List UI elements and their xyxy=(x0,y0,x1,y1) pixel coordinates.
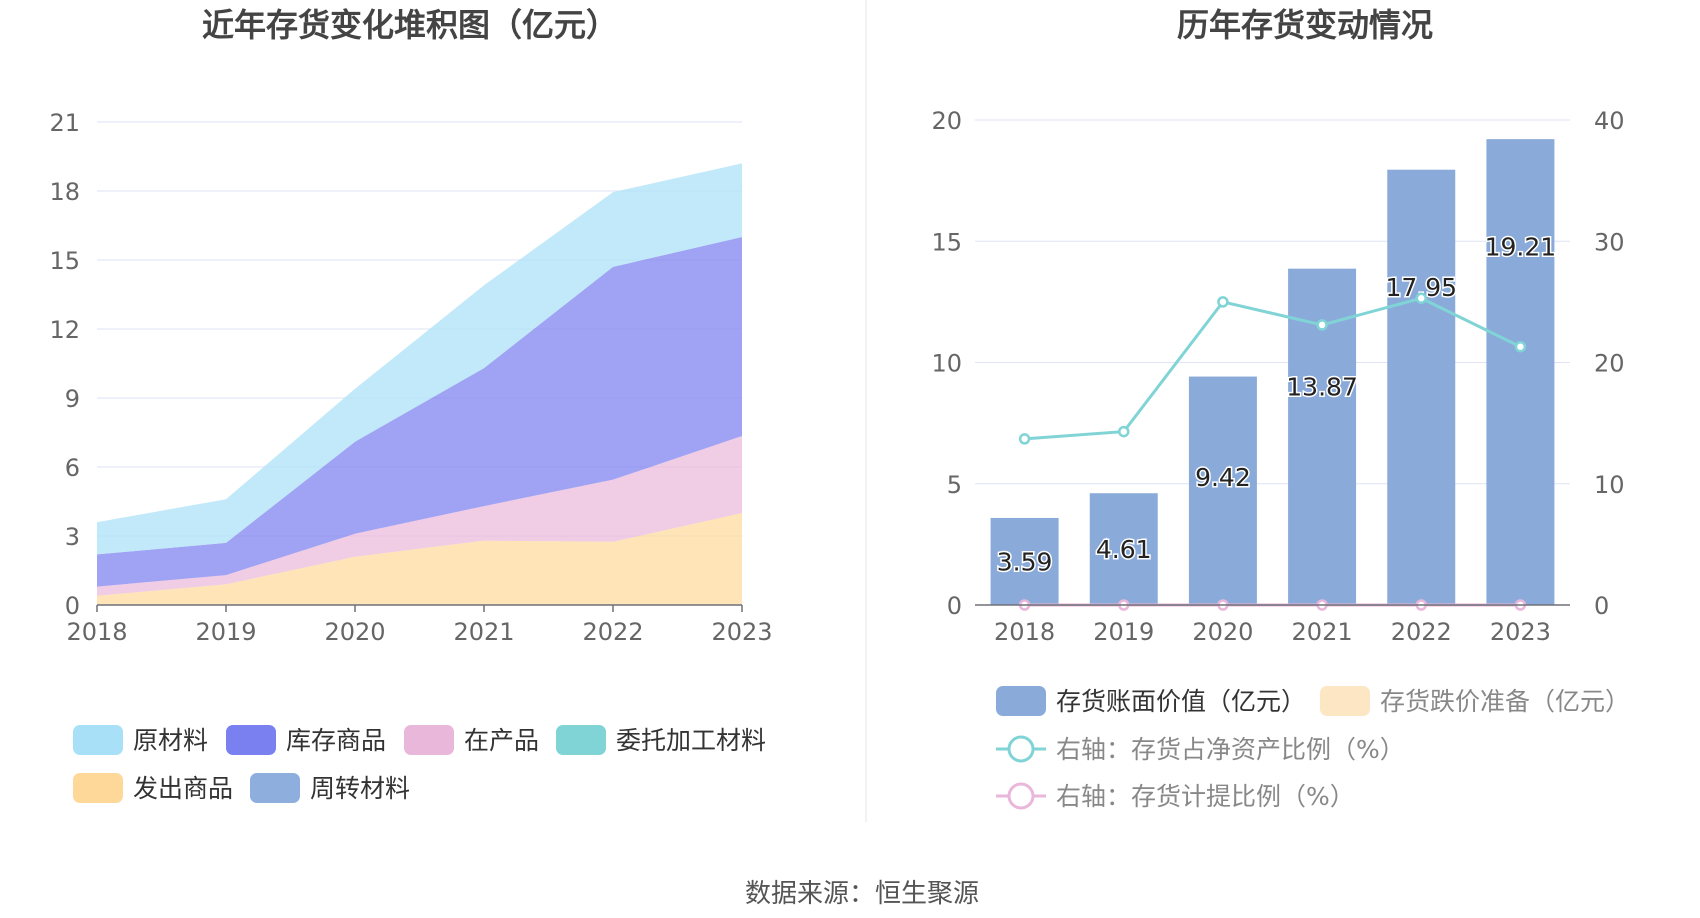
right-axis-tick-label: 0 xyxy=(1594,592,1609,620)
left-y-tick-label: 21 xyxy=(49,109,80,137)
stacked-area-chart: 近年存货变化堆积图（亿元） 0 3 6 9 12 15 18 21 2018 2019 2020 20… xyxy=(49,6,773,803)
left-areas xyxy=(97,163,742,605)
area-series-stock_goods xyxy=(97,237,742,587)
line-point-ratio_line xyxy=(1217,296,1229,308)
legend-label-inventory: 存货账面价值（亿元） xyxy=(1056,687,1306,716)
line-ratio_line xyxy=(1024,296,1522,441)
left-chart-title: 近年存货变化堆积图（亿元） xyxy=(202,6,618,44)
left-legend-label: 委托加工材料 xyxy=(616,726,766,755)
left-legend-label: 在产品 xyxy=(464,726,539,755)
area-series-shipped xyxy=(97,513,742,605)
left-legend-swatch xyxy=(556,725,606,755)
bar-value-label: 9.42 xyxy=(1195,463,1251,492)
legend-marker-ratio_line xyxy=(1007,735,1035,763)
left-axes: 0 3 6 9 12 15 18 21 2018 2019 2020 2021 2022 2023 xyxy=(49,109,772,646)
right-grid xyxy=(975,119,1570,485)
inventory-bar xyxy=(1486,139,1555,605)
left-axis-tick-label: 15 xyxy=(931,228,962,256)
left-legend-label: 库存商品 xyxy=(286,726,386,755)
area-series-raw_material xyxy=(97,163,742,555)
left-axis-tick-label: 20 xyxy=(931,107,962,135)
left-x-tick-label: 2021 xyxy=(453,618,514,646)
right-axes: 0 5 10 15 20 0 10 20 30 40 2018 2019 2020 2021 2022 202… xyxy=(931,107,1624,646)
left-y-tick-label: 18 xyxy=(49,178,80,206)
right-axis-tick-label: 20 xyxy=(1594,350,1625,378)
left-x-tick-label: 2023 xyxy=(711,618,772,646)
inventory-bar xyxy=(1188,376,1257,605)
line-point-ratio_line xyxy=(1514,340,1527,353)
left-y-tick-label: 6 xyxy=(65,454,80,482)
right-x-tick-label: 2020 xyxy=(1192,618,1253,646)
left-axis-tick-label: 5 xyxy=(947,471,962,499)
right-x-tick-label: 2018 xyxy=(994,618,1055,646)
legend-marker-provision_line xyxy=(1007,782,1035,810)
legend-swatch-provision xyxy=(1320,686,1370,716)
bar-value-label: 3.59 xyxy=(997,547,1053,576)
bar-value-label: 19.21 xyxy=(1485,232,1557,261)
right-axis-tick-label: 10 xyxy=(1594,471,1625,499)
left-y-tick-label: 15 xyxy=(49,247,80,275)
source-note: 数据来源：恒生聚源 xyxy=(745,879,979,909)
left-legend-swatch xyxy=(226,725,276,755)
left-x-tick-label: 2018 xyxy=(66,618,127,646)
right-x-tick-label: 2023 xyxy=(1490,618,1551,646)
left-legend-label: 发出商品 xyxy=(133,774,233,803)
inventory-bar xyxy=(1387,169,1456,605)
right-axis-tick-label: 40 xyxy=(1594,107,1625,135)
right-chart-title: 历年存货变动情况 xyxy=(1177,6,1433,44)
legend-label-provision: 存货跌价准备（亿元） xyxy=(1380,687,1630,716)
legend-label-provision_line: 右轴：存货计提比例（%） xyxy=(1056,782,1355,811)
left-legend-swatch xyxy=(250,773,300,803)
bar-value-label: 13.87 xyxy=(1286,372,1358,401)
line-point-ratio_line xyxy=(1118,425,1130,438)
left-legend-swatch xyxy=(73,725,123,755)
legend-swatch-inventory xyxy=(996,686,1046,716)
area-series-wip xyxy=(97,435,742,596)
left-axis-tick-label: 10 xyxy=(931,350,962,378)
left-y-tick-label: 0 xyxy=(65,592,80,620)
left-x-tick-label: 2019 xyxy=(195,618,256,646)
line-point-ratio_line xyxy=(1316,319,1328,331)
left-legend-swatch xyxy=(404,725,454,755)
left-legend-label: 周转材料 xyxy=(310,774,410,803)
right-legend: 存货账面价值（亿元） 存货跌价准备（亿元） 右轴：存货占净资产比例（%） 右轴：存货计… xyxy=(996,686,1630,811)
inventory-bar xyxy=(990,517,1059,605)
bar-value-label: 4.61 xyxy=(1096,535,1152,564)
inventory-bar xyxy=(1089,493,1158,605)
left-y-tick-label: 3 xyxy=(65,523,80,551)
right-axis-tick-label: 30 xyxy=(1594,228,1625,256)
left-x-tick-label: 2020 xyxy=(324,618,385,646)
left-y-tick-label: 12 xyxy=(49,316,80,344)
legend-label-ratio_line: 右轴：存货占净资产比例（%） xyxy=(1056,735,1405,764)
line-point-ratio_line xyxy=(1018,433,1031,445)
left-x-tick-label: 2022 xyxy=(582,618,643,646)
left-legend-swatch xyxy=(73,773,123,803)
left-y-tick-label: 9 xyxy=(65,385,80,413)
right-x-tick-label: 2019 xyxy=(1093,618,1154,646)
line-point-ratio_line xyxy=(1415,292,1427,304)
left-legend-label: 原材料 xyxy=(133,726,208,755)
right-x-tick-label: 2021 xyxy=(1292,618,1353,646)
right-x-tick-label: 2022 xyxy=(1391,618,1452,646)
left-axis-tick-label: 0 xyxy=(947,592,962,620)
